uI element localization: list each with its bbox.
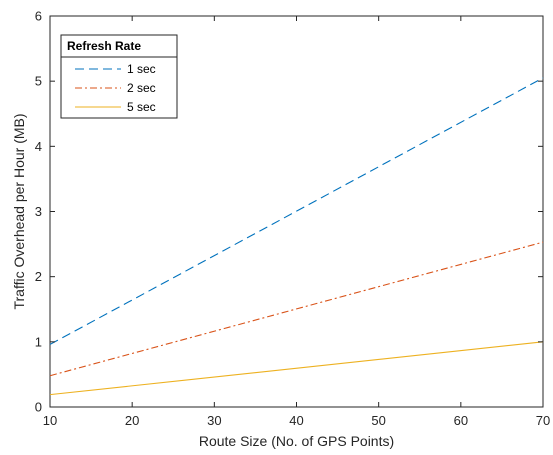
y-tick-label: 6 — [35, 9, 42, 24]
y-tick-label: 2 — [35, 269, 42, 284]
x-tick-label: 30 — [207, 413, 221, 428]
series-line-2-sec — [49, 241, 544, 377]
legend-label: 5 sec — [127, 100, 156, 114]
legend-label: 2 sec — [127, 81, 156, 95]
x-tick-label: 40 — [289, 413, 303, 428]
x-tick-label: 70 — [536, 413, 550, 428]
x-tick-label: 60 — [454, 413, 468, 428]
x-tick-label: 50 — [371, 413, 385, 428]
x-tick-label: 20 — [125, 413, 139, 428]
y-tick-label: 0 — [35, 400, 42, 415]
axes-layer: 10 20 30 40 50 60 70 0 1 2 3 4 5 6 — [35, 9, 550, 429]
legend-title: Refresh Rate — [67, 39, 141, 53]
y-tick-label: 4 — [35, 139, 42, 154]
legend: Refresh Rate 1 sec 2 sec 5 sec — [60, 34, 178, 119]
x-tick-label: 10 — [43, 413, 57, 428]
series-layer — [49, 77, 544, 396]
y-tick-label: 1 — [35, 334, 42, 349]
series-line-1-sec — [49, 77, 544, 345]
y-tick-label: 5 — [35, 74, 42, 89]
y-axis-title: Traffic Overhead per Hour (MB) — [11, 113, 27, 309]
y-tick-label: 3 — [35, 204, 42, 219]
legend-label: 1 sec — [127, 62, 156, 76]
legend-box — [60, 34, 178, 119]
x-axis-title: Route Size (No. of GPS Points) — [199, 433, 394, 449]
series-line-5-sec — [49, 341, 544, 396]
